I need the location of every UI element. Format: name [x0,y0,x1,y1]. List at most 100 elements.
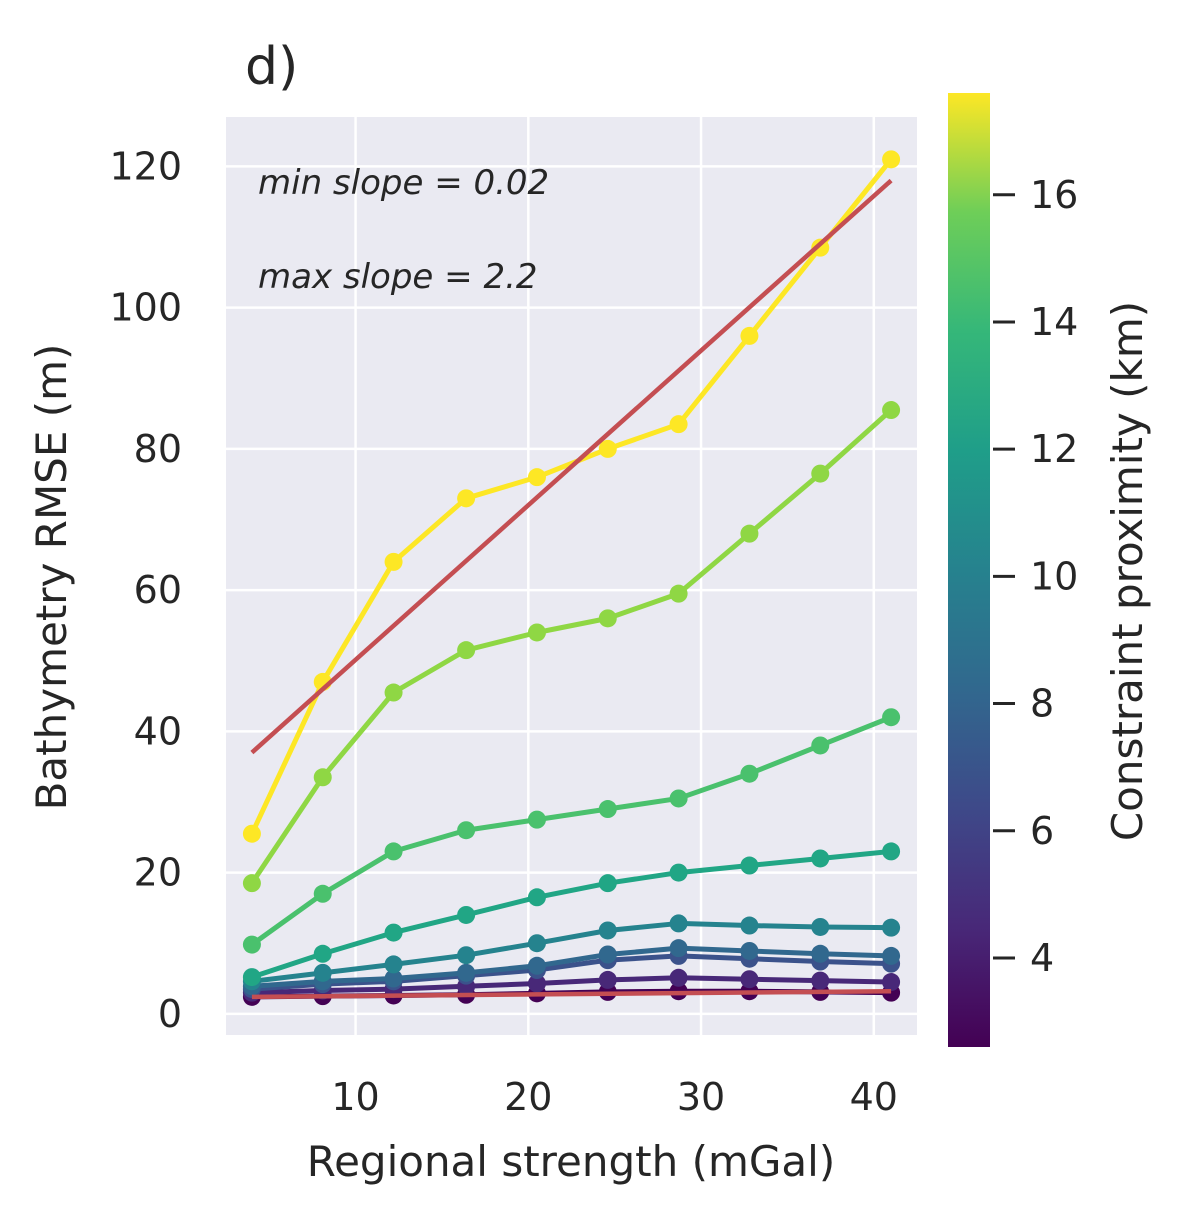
data-point [598,921,617,940]
data-point [740,764,759,783]
trend-line [250,178,893,755]
data-point [527,888,546,907]
series-line [242,401,901,893]
series-line [242,914,901,991]
data-point [242,824,261,843]
x-tick-label: 30 [677,1075,725,1119]
data-point [882,842,901,861]
data-point [882,150,901,169]
y-tick-label: 0 [158,992,182,1036]
data-point [669,415,688,434]
colorbar-tick-label: 6 [1030,809,1054,853]
y-tick-label: 60 [134,568,182,612]
data-point [740,856,759,875]
data-point [669,863,688,882]
data-point [740,916,759,935]
colorbar-tick-label: 16 [1030,173,1078,217]
data-point [811,736,830,755]
y-tick-labels: 0 20 40 60 80 100 120 [109,144,182,1035]
data-point [598,439,617,458]
data-point [457,963,476,982]
y-tick-label: 20 [134,851,182,895]
data-point [811,849,830,868]
data-point [384,923,403,942]
data-point [313,884,332,903]
data-point [457,821,476,840]
x-tick-label: 10 [331,1075,379,1119]
data-point [242,935,261,954]
series-path [250,714,893,947]
data-point [527,810,546,829]
data-point [811,238,830,257]
colorbar-tick-label: 10 [1030,554,1078,598]
data-point [527,974,546,993]
data-point [384,552,403,571]
data-point [457,641,476,660]
trend-line [251,988,892,1000]
series-line [242,842,901,987]
series-path [251,975,892,996]
colorbar-label: Constraint proximity (km) [1103,301,1152,841]
data-point [384,683,403,702]
data-point [811,971,830,990]
data-point [669,939,688,958]
colorbar-tick-label: 14 [1030,300,1078,344]
data-point [740,941,759,960]
data-series [242,150,901,1006]
chart-title: d) [245,37,298,97]
data-point [811,464,830,483]
x-tick-labels: 10 20 30 40 [331,1075,898,1119]
series-path [249,408,893,885]
colorbar-tick-label: 12 [1030,427,1078,471]
colorbar-ticks: 4 6 8 10 12 14 16 [993,173,1078,980]
data-point [598,945,617,964]
data-point [669,584,688,603]
data-point [598,874,617,893]
series-path [251,945,892,989]
y-tick-label: 40 [134,709,182,753]
data-point [882,946,901,965]
data-point [527,956,546,975]
data-point [313,768,332,787]
colorbar [948,93,990,1047]
min-slope-annotation: min slope = 0.02 [258,163,549,203]
x-tick-label: 20 [504,1075,552,1119]
data-point [882,973,901,992]
series-path [251,953,892,992]
data-point [527,468,546,487]
data-point [740,326,759,345]
data-point [242,874,261,893]
data-point [384,842,403,861]
y-tick-label: 80 [134,427,182,471]
data-point [598,800,617,819]
y-axis-label: Bathymetry RMSE (m) [27,344,76,811]
data-point [313,944,332,963]
max-slope-annotation: max slope = 2.2 [258,257,538,297]
data-point [669,789,688,808]
data-point [313,963,332,982]
series-path [251,920,892,984]
data-point [740,970,759,989]
series-path [251,848,892,980]
series-line [242,708,901,954]
data-point [669,914,688,933]
y-tick-label: 120 [109,144,182,188]
data-point [457,905,476,924]
x-tick-label: 40 [850,1075,898,1119]
data-point [457,489,476,508]
data-point [740,524,759,543]
colorbar-tick-label: 4 [1030,936,1054,980]
data-point [882,918,901,937]
y-tick-label: 100 [109,286,182,330]
data-point [598,970,617,989]
data-point [527,623,546,642]
data-point [882,401,901,420]
data-point [811,944,830,963]
x-axis-label: Regional strength (mGal) [307,1137,835,1186]
data-point [384,955,403,974]
data-point [598,609,617,628]
data-point [457,946,476,965]
data-point [527,934,546,953]
